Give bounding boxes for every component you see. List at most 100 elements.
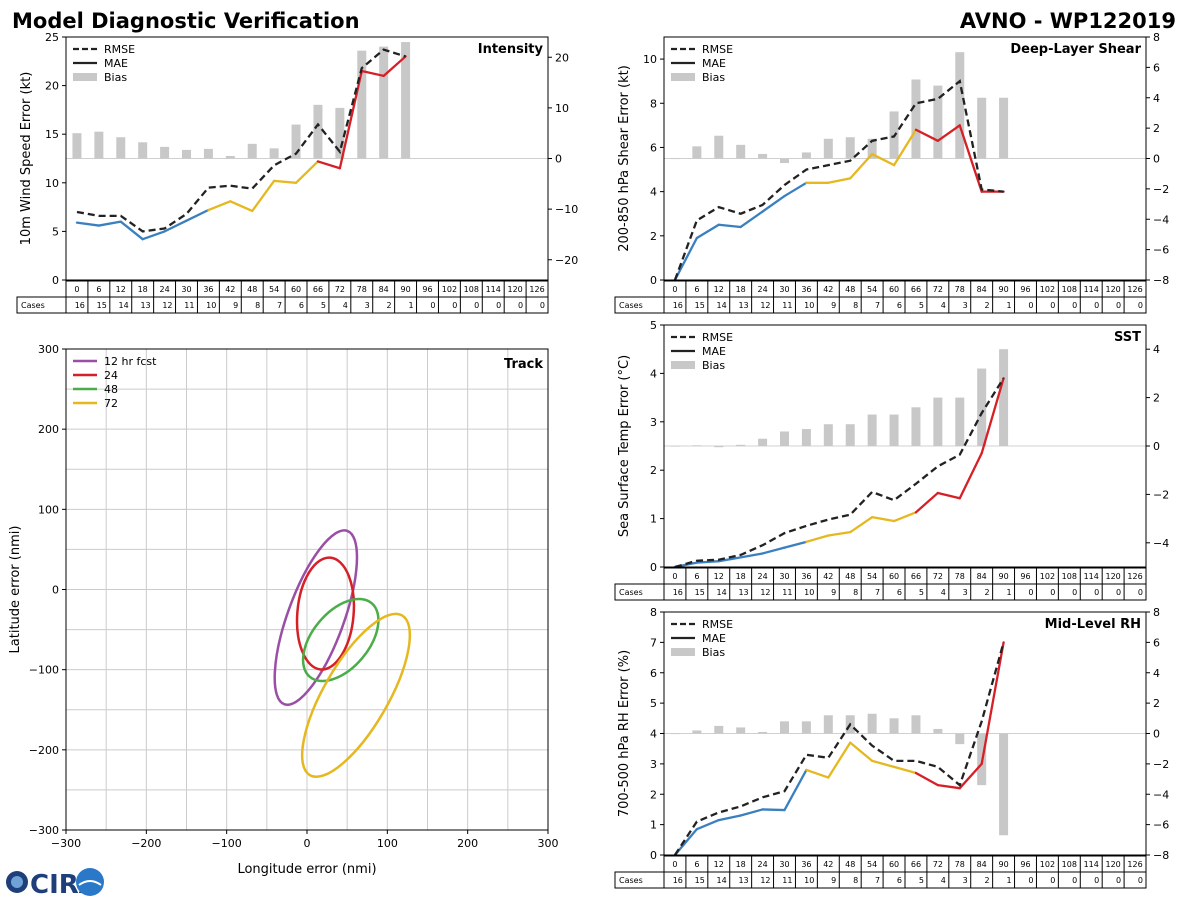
shear-y2tick-label: −2 [1153, 183, 1169, 196]
intensity-hour-cell: 126 [529, 285, 544, 294]
rh-bias-bar [801, 721, 811, 734]
shear-ylabel: 200-850 hPa Shear Error (kt) [617, 65, 632, 252]
rh-case-cell: 0 [1094, 876, 1099, 885]
sst-cases-label: Cases [619, 588, 643, 597]
intensity-bias-bar [335, 107, 345, 159]
intensity-bias-bar [203, 148, 213, 159]
shear-hour-cell: 78 [955, 285, 965, 294]
rh-mae-segment [805, 768, 830, 779]
shear-y2tick-label: −6 [1153, 244, 1169, 257]
intensity-mae-segment [294, 160, 320, 184]
sst-bias-bar [889, 414, 899, 446]
sst-hour-cell: 48 [845, 572, 855, 581]
figure-title: Model Diagnostic Verification [12, 9, 360, 33]
sst-bias-bar [977, 368, 987, 446]
shear-hour-cell: 0 [672, 285, 677, 294]
shear-hour-cell: 60 [889, 285, 899, 294]
sst-hour-cell: 18 [736, 572, 746, 581]
shear-bias-bar [670, 158, 680, 160]
intensity-hour-cell: 66 [313, 285, 323, 294]
sst-mae-segment [761, 546, 786, 555]
shear-hour-cell: 36 [801, 285, 811, 294]
intensity-case-cell: 15 [97, 301, 107, 310]
rh-legend-mae-label: MAE [702, 632, 726, 645]
shear-case-cell: 16 [673, 301, 683, 310]
rh-y2tick-label: −6 [1153, 819, 1169, 832]
sst-bias-bar [845, 424, 855, 446]
sst-case-cell: 3 [963, 588, 968, 597]
intensity-bias-bar [291, 124, 301, 159]
sst-hour-cell: 114 [1084, 572, 1099, 581]
sst-case-cell: 11 [782, 588, 792, 597]
sst-case-cell: 2 [985, 588, 990, 597]
shear-y2tick-label: 2 [1153, 122, 1160, 135]
sst-y2tick-label: −2 [1153, 488, 1169, 501]
sst-bias-bar [955, 397, 965, 446]
rh-hour-cell: 96 [1020, 860, 1030, 869]
shear-ytick-label: 0 [650, 274, 657, 287]
rh-case-cell: 10 [804, 876, 814, 885]
shear-case-cell: 1 [1006, 301, 1011, 310]
sst-rmse-line [674, 377, 1005, 569]
rh-bias-bar [714, 725, 724, 734]
shear-bias-bar [758, 153, 768, 159]
intensity-mae-segment [316, 160, 342, 170]
shear-y2tick-label: 0 [1153, 153, 1160, 166]
sst-case-cell: 1 [1006, 588, 1011, 597]
intensity-y2tick-label: −20 [555, 254, 578, 267]
sst-hour-cell: 36 [801, 572, 811, 581]
intensity-legend-bias-swatch [73, 73, 97, 81]
track-xtick-label: 100 [377, 837, 398, 850]
sst-hour-cell: 120 [1105, 572, 1120, 581]
sst-y2tick-label: 0 [1153, 440, 1160, 453]
shear-bias-bar [823, 138, 833, 159]
shear-mae-segment [739, 210, 764, 229]
rh-mae-segment [936, 783, 961, 790]
rh-hour-cell: 12 [714, 860, 724, 869]
rh-legend-rmse-label: RMSE [702, 618, 733, 631]
track-ytick-label: −200 [29, 744, 59, 757]
shear-cases-label: Cases [619, 301, 643, 310]
intensity-rmse-line [76, 48, 406, 233]
shear-mae-segment [914, 128, 940, 142]
intensity-mae-segment [119, 220, 144, 241]
intensity-case-cell: 12 [162, 301, 172, 310]
intensity-case-cell: 6 [299, 301, 304, 310]
sst-mae-segment [958, 452, 983, 500]
rh-case-cell: 3 [963, 876, 968, 885]
intensity-ytick-label: 20 [45, 80, 59, 93]
intensity-case-cell: 4 [343, 301, 348, 310]
intensity-hour-cell: 48 [247, 285, 257, 294]
rh-case-cell: 0 [1028, 876, 1033, 885]
rh-rmse-line [673, 642, 1005, 856]
intensity-hour-cell: 6 [96, 285, 101, 294]
intensity-case-cell: 8 [255, 301, 260, 310]
intensity-case-cell: 16 [75, 301, 85, 310]
shear-hour-cell: 84 [977, 285, 987, 294]
rh-case-cell: 15 [695, 876, 705, 885]
track-ytick-label: 0 [52, 584, 59, 597]
track-ellipse-1 [295, 556, 356, 671]
sst-case-cell: 0 [1138, 588, 1143, 597]
rh-hour-cell: 18 [736, 860, 746, 869]
sst-case-cell: 0 [1050, 588, 1055, 597]
intensity-hour-cell: 78 [357, 285, 367, 294]
shear-y2tick-label: 6 [1153, 61, 1160, 74]
rh-ytick-label: 6 [650, 667, 657, 680]
rh-hour-cell: 90 [998, 860, 1008, 869]
rh-case-cell: 8 [853, 876, 858, 885]
shear-y2tick-label: −8 [1153, 274, 1169, 287]
rh-mae-segment [827, 741, 852, 779]
sst-mae-segment [783, 540, 808, 549]
rh-y2tick-label: 4 [1153, 667, 1160, 680]
sst-ytick-label: 0 [650, 561, 657, 574]
intensity-hour-cell: 12 [116, 285, 126, 294]
sst-case-cell: 0 [1072, 588, 1077, 597]
rh-case-cell: 13 [738, 876, 748, 885]
shear-mae-segment [892, 128, 918, 167]
intensity-bias-bar [182, 149, 191, 159]
sst-mae-segment [980, 377, 1005, 455]
